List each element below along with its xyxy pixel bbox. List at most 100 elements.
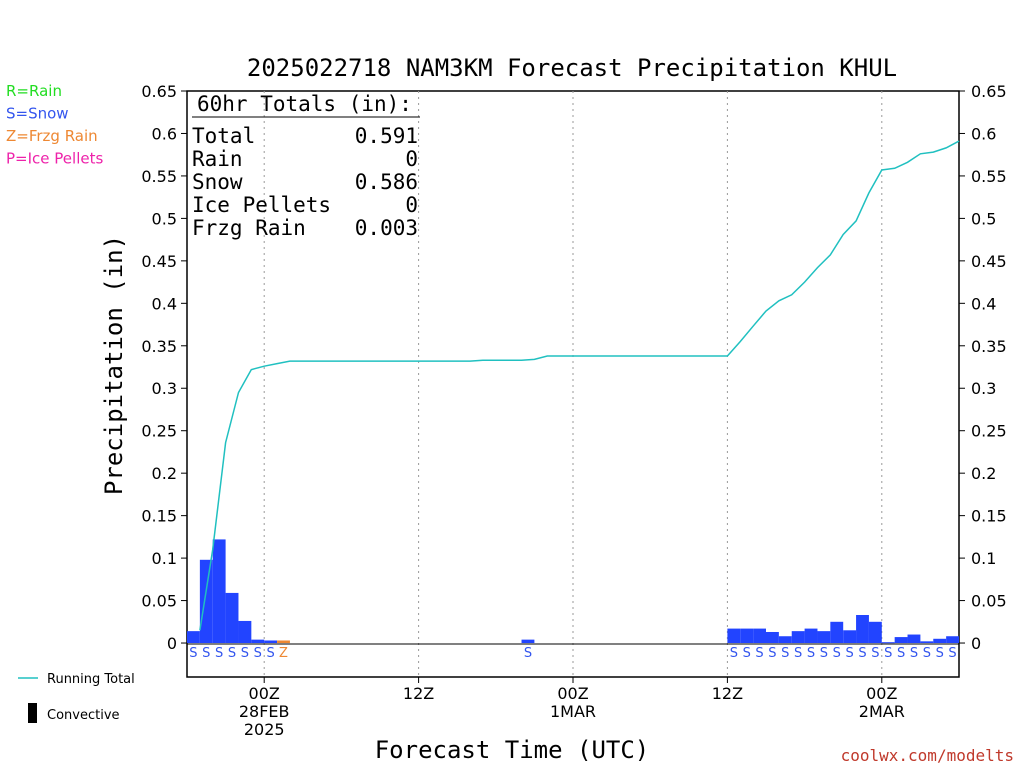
y-tick-label-right: 0.55 xyxy=(971,167,1007,186)
ptype-mark: S xyxy=(254,646,262,661)
precip-bar xyxy=(251,639,265,644)
ptype-mark: S xyxy=(189,646,197,661)
precip-bar xyxy=(920,641,934,644)
chart-title: 2025022718 NAM3KM Forecast Precipitation… xyxy=(247,54,897,82)
ptype-mark: S xyxy=(524,646,532,661)
x-tick-label: 28FEB xyxy=(239,702,290,721)
y-tick-label-right: 0.35 xyxy=(971,337,1007,356)
y-tick-label-right: 0.65 xyxy=(971,82,1007,101)
precip-bar xyxy=(830,621,844,644)
y-tick-label-right: 0.4 xyxy=(971,294,996,313)
totals-box: 60hr Totals (in): Total 0.591 Rain 0 Snow 0.5… xyxy=(192,92,420,240)
precip-bar xyxy=(264,640,278,644)
y-tick-label-right: 0.45 xyxy=(971,252,1007,271)
x-tick-label: 12Z xyxy=(403,684,434,703)
ptype-legend-item: R=Rain xyxy=(6,82,62,100)
totals-row-value: 0.586 xyxy=(355,170,418,194)
ptype-legend-item: P=Ice Pellets xyxy=(6,150,103,168)
x-tick-label: 2025 xyxy=(244,720,285,739)
totals-header: 60hr Totals (in): xyxy=(197,92,412,116)
ptype-mark: S xyxy=(228,646,236,661)
ptype-mark: S xyxy=(241,646,249,661)
y-tick-label-left: 0.05 xyxy=(141,592,177,611)
y-axis-left: 0 0.05 0.1 0.15 0.2 0.25 0.3 0.35 0.4 0.45 0.5 0.55… xyxy=(141,82,187,653)
precip-bar xyxy=(521,639,535,644)
credit-text: coolwx.com/modelts xyxy=(841,746,1014,765)
y-tick-label-left: 0.6 xyxy=(152,124,177,143)
ptype-legend-item: Z=Frzg Rain xyxy=(6,127,98,145)
y-tick-label-right: 0.1 xyxy=(971,549,996,568)
ptype-legend: R=Rain S=Snow Z=Frzg Rain P=Ice Pellets xyxy=(6,82,103,168)
precip-bar xyxy=(778,636,792,644)
x-tick-label: 00Z xyxy=(557,684,588,703)
ptype-mark: S xyxy=(794,646,802,661)
y-tick-label-left: 0.1 xyxy=(152,549,177,568)
convective-label: Convective xyxy=(47,708,120,723)
y-tick-label-left: 0.45 xyxy=(141,252,177,271)
precip-bar xyxy=(199,559,213,644)
precip-bar xyxy=(277,640,290,644)
ptype-mark: S xyxy=(755,646,763,661)
precip-bar xyxy=(238,620,252,644)
precip-bar xyxy=(946,636,959,644)
y-tick-label-left: 0.2 xyxy=(152,464,177,483)
ptype-mark: S xyxy=(807,646,815,661)
precip-bar xyxy=(766,631,779,644)
x-tick-label: 00Z xyxy=(249,684,280,703)
x-axis-label: Forecast Time (UTC) xyxy=(375,736,650,764)
y-tick-label-right: 0.6 xyxy=(971,124,996,143)
ptype-mark: S xyxy=(910,646,918,661)
x-tick-label: 1MAR xyxy=(550,702,596,721)
ptype-mark: S xyxy=(923,646,931,661)
y-tick-label-right: 0.15 xyxy=(971,507,1007,526)
ptype-mark: Z xyxy=(279,646,288,661)
totals-row-value: 0.591 xyxy=(355,124,418,148)
y-tick-label-left: 0.3 xyxy=(152,379,177,398)
ptype-mark: S xyxy=(833,646,841,661)
precip-bar xyxy=(907,634,921,644)
x-tick-label: 12Z xyxy=(712,684,743,703)
ptype-mark: S xyxy=(948,646,956,661)
y-tick-label-left: 0 xyxy=(167,634,177,653)
precip-bar xyxy=(881,642,895,644)
precip-bar xyxy=(843,630,857,644)
ptype-mark: S xyxy=(871,646,879,661)
totals-rows: Total 0.591 Rain 0 Snow 0.586 Ice Pellets 0 Frzg… xyxy=(192,124,418,240)
totals-row-label: Snow xyxy=(192,170,243,194)
grid-lines xyxy=(263,91,883,677)
precip-bar xyxy=(753,628,766,644)
y-tick-label-right: 0.3 xyxy=(971,379,996,398)
ptype-mark: S xyxy=(897,646,905,661)
y-tick-label-left: 0.65 xyxy=(141,82,177,101)
x-tick-label: 2MAR xyxy=(859,702,905,721)
y-axis-label: Precipitation (in) xyxy=(100,235,128,495)
precip-bar xyxy=(868,621,882,644)
totals-row-label: Frzg Rain xyxy=(192,216,306,240)
y-tick-label-right: 0 xyxy=(971,634,981,653)
bars xyxy=(187,539,959,644)
y-tick-label-left: 0.4 xyxy=(152,294,177,313)
precip-bar xyxy=(225,592,239,644)
y-tick-label-right: 0.5 xyxy=(971,209,996,228)
ptype-mark: S xyxy=(202,646,210,661)
precip-bar xyxy=(727,628,741,644)
ptype-legend-item: S=Snow xyxy=(6,105,69,123)
ptype-mark: S xyxy=(768,646,776,661)
precip-bar xyxy=(856,615,869,644)
ptype-mark: S xyxy=(884,646,892,661)
ptype-mark: S xyxy=(936,646,944,661)
totals-row-value: 0.003 xyxy=(355,216,418,240)
precip-bar xyxy=(187,631,200,644)
running-total-line xyxy=(199,140,960,631)
y-tick-label-left: 0.5 xyxy=(152,209,177,228)
ptype-mark: S xyxy=(858,646,866,661)
precip-bar xyxy=(933,638,947,644)
y-tick-label-left: 0.35 xyxy=(141,337,177,356)
totals-row-label: Rain xyxy=(192,147,243,171)
y-tick-label-left: 0.25 xyxy=(141,422,177,441)
y-tick-label-left: 0.55 xyxy=(141,167,177,186)
convective-swatch xyxy=(28,703,37,723)
ptype-mark: S xyxy=(820,646,828,661)
